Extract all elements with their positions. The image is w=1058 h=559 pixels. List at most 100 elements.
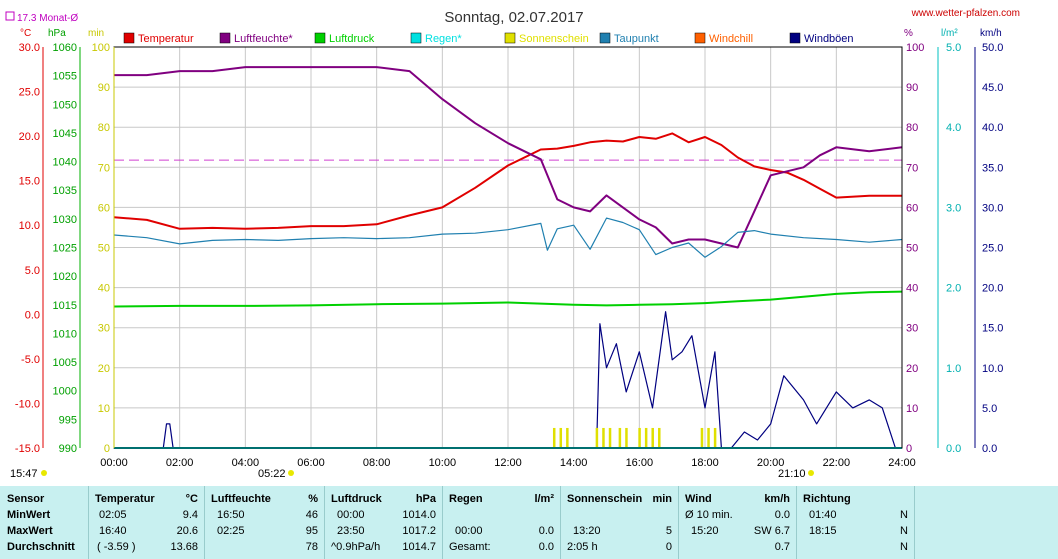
dir-min-time: 01:40: [809, 509, 837, 521]
legend-swatch: [599, 32, 611, 44]
min-tick-label: 40: [98, 283, 110, 295]
time-tick-label: 22:00: [823, 457, 851, 469]
dir-max-time: 18:15: [809, 525, 837, 537]
temp-tick-label: -15.0: [15, 443, 40, 455]
legend-label: Taupunkt: [614, 33, 659, 45]
press-max-value: 1017.2: [402, 525, 436, 537]
press-header: Luftdruck: [331, 493, 382, 505]
time-tick-label: 24:00: [888, 457, 916, 469]
sunshine-bar: [713, 427, 717, 448]
time-tick-label: 12:00: [494, 457, 522, 469]
time-tick-label: 20:00: [757, 457, 785, 469]
col-sonnenschein: Sonnenschein min 13:20 5 2:05 h 0: [560, 486, 678, 559]
rain-tick-label: 1.0: [946, 363, 961, 375]
kmh-tick-label: 20.0: [982, 283, 1003, 295]
kmh-tick-label: 0.0: [982, 443, 997, 455]
hum-min-time: 16:50: [217, 509, 245, 521]
sunshine-bar: [625, 427, 628, 448]
pct-tick-label: 10: [906, 403, 918, 415]
hpa-tick-label: 1025: [53, 243, 77, 255]
sunshine-bar: [552, 427, 556, 448]
row-label-min: MinWert: [7, 509, 51, 521]
sunshine-bar: [700, 427, 704, 448]
temp-tick-label: 0.0: [25, 309, 40, 321]
time-tick-label: 14:00: [560, 457, 588, 469]
hpa-tick-label: 1020: [53, 271, 77, 283]
sunset-icon: [808, 470, 814, 476]
legend-swatch: [314, 32, 326, 44]
legend-label: Regen*: [425, 33, 462, 45]
kmh-tick-label: 40.0: [982, 122, 1003, 134]
min-tick-label: 70: [98, 162, 110, 174]
legend-label: Sonnenschein: [519, 33, 589, 45]
press-unit: hPa: [415, 493, 436, 505]
rain-tick-label: 0.0: [946, 443, 961, 455]
kmh-tick-label: 15.0: [982, 323, 1003, 335]
rain-unit: l/m²: [534, 493, 554, 505]
press-avg-value: 1014.7: [402, 541, 436, 553]
min-tick-label: 100: [92, 42, 110, 54]
legend-swatch: [504, 32, 516, 44]
legend-label: Temperatur: [138, 33, 194, 45]
sunrise-icon: [288, 470, 294, 476]
unit-celsius: °C: [20, 28, 31, 39]
sunshine-bar: [602, 427, 605, 448]
hpa-tick-label: 1010: [53, 328, 77, 340]
chart-title: Sonntag, 02.07.2017: [444, 9, 583, 26]
series-line-taupunkt: [113, 217, 903, 258]
temp-unit: °C: [185, 493, 198, 505]
unit-percent: %: [904, 28, 913, 39]
temp-tick-label: 25.0: [19, 87, 40, 99]
temp-tick-label: 20.0: [19, 131, 40, 143]
temp-tick-label: 15.0: [19, 176, 40, 188]
col-sensor: Sensor MinWert MaxWert Durchschnitt: [0, 486, 88, 559]
sunshine-bar: [595, 427, 599, 448]
hum-min-value: 46: [305, 509, 318, 521]
sunshine-bar: [566, 427, 569, 448]
time-tick-label: 16:00: [626, 457, 654, 469]
wind-max-time: 15:20: [691, 525, 719, 537]
temp-tick-label: -10.0: [15, 398, 40, 410]
hpa-tick-label: 1030: [53, 214, 77, 226]
pct-tick-label: 70: [906, 162, 918, 174]
col-luftdruck: Luftdruck hPa 00:00 1014.0 23:50 1017.2 …: [324, 486, 442, 559]
row-label-sensor: Sensor: [7, 493, 45, 505]
temp-max-time: 16:40: [99, 525, 127, 537]
kmh-tick-label: 35.0: [982, 162, 1003, 174]
series-line-luftfeuchte: [114, 66, 903, 249]
sun-avg-value: 0: [665, 541, 672, 553]
dir-min-value: N: [900, 509, 908, 521]
hum-avg-value: 78: [305, 541, 318, 553]
temp-tick-label: 30.0: [19, 42, 40, 54]
pct-tick-label: 0: [906, 443, 912, 455]
col-empty: [914, 486, 1058, 559]
sun-icon-left: [41, 470, 47, 476]
monat-label: 17.3 Monat-Ø: [17, 13, 78, 24]
press-max-time: 23:50: [337, 525, 365, 537]
row-label-max: MaxWert: [7, 525, 53, 537]
wind-header: Wind: [685, 493, 712, 505]
rain-tick-label: 3.0: [946, 202, 961, 214]
sun-unit: min: [652, 493, 672, 505]
pct-tick-label: 60: [906, 202, 918, 214]
time-tick-label: 04:00: [232, 457, 260, 469]
rain-total-value: 0.0: [538, 541, 554, 553]
dir-max-value: N: [900, 525, 908, 537]
kmh-tick-label: 45.0: [982, 82, 1003, 94]
col-luftfeuchte: Luftfeuchte % 16:50 46 02:25 95 78: [204, 486, 324, 559]
legend-label: Luftfeuchte*: [234, 33, 293, 45]
row-label-avg: Durchschnitt: [7, 541, 75, 553]
sunset-label: 21:10: [778, 468, 806, 480]
sun-header: Sonnenschein: [567, 493, 643, 505]
sunshine-bar: [644, 427, 648, 448]
axis-ticks: 30.0 25.0 20.0 15.0 10.0 5.0 0.0 -5.0 -10.0 -15.0…: [15, 42, 1004, 469]
hum-header: Luftfeuchte: [211, 493, 271, 505]
rain-tick-label: 4.0: [946, 122, 961, 134]
min-tick-label: 30: [98, 323, 110, 335]
kmh-tick-label: 10.0: [982, 363, 1003, 375]
legend-swatch: [123, 32, 135, 44]
time-tick-label: 08:00: [363, 457, 391, 469]
wind-min-label: Ø 10 min.: [685, 509, 733, 521]
pct-tick-label: 90: [906, 82, 918, 94]
dir-header: Richtung: [803, 493, 851, 505]
